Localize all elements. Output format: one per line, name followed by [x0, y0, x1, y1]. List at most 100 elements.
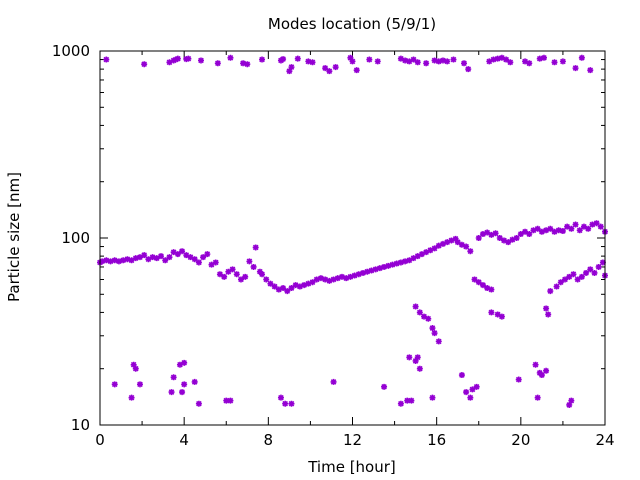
data-point	[431, 330, 438, 337]
data-point	[141, 61, 148, 68]
data-point	[564, 223, 571, 230]
data-point	[267, 280, 274, 287]
data-point	[292, 282, 299, 289]
y-tick-label: 1000	[52, 42, 90, 60]
data-point	[435, 58, 442, 65]
data-point	[458, 372, 465, 379]
data-points	[97, 54, 608, 408]
data-point	[435, 338, 442, 345]
x-tick-label: 20	[511, 431, 530, 449]
data-point	[360, 269, 367, 276]
data-point	[475, 279, 482, 286]
data-point	[227, 54, 234, 61]
data-point	[427, 247, 434, 254]
data-point	[406, 354, 413, 361]
data-point	[543, 305, 550, 312]
data-point	[566, 273, 573, 280]
data-point	[240, 60, 247, 67]
data-point	[469, 386, 476, 393]
data-point	[572, 221, 579, 228]
data-point	[179, 389, 186, 396]
data-point	[578, 54, 585, 61]
data-point	[305, 58, 312, 65]
data-point	[507, 59, 514, 66]
data-point	[454, 239, 461, 246]
data-point	[111, 257, 118, 264]
data-point	[555, 227, 562, 234]
data-point	[589, 221, 596, 228]
data-point	[338, 273, 345, 280]
data-point	[282, 400, 289, 407]
data-point	[397, 400, 404, 407]
data-point	[176, 361, 183, 368]
data-point	[599, 259, 606, 266]
data-point	[223, 397, 230, 404]
data-point	[170, 374, 177, 381]
data-point	[181, 359, 188, 366]
data-point	[406, 257, 413, 264]
data-point	[191, 256, 198, 263]
data-point	[452, 235, 459, 242]
data-point	[132, 255, 139, 262]
data-point	[416, 309, 423, 316]
data-point	[385, 262, 392, 269]
data-point	[132, 365, 139, 372]
data-point	[389, 261, 396, 268]
data-point	[381, 383, 388, 390]
data-point	[286, 68, 293, 75]
data-point	[553, 283, 560, 290]
data-point	[492, 230, 499, 237]
data-point	[498, 313, 505, 320]
data-point	[431, 245, 438, 252]
data-point	[467, 394, 474, 401]
data-point	[221, 273, 228, 280]
data-point	[103, 56, 110, 63]
data-point	[366, 56, 373, 63]
data-point	[376, 265, 383, 272]
x-tick-label: 12	[343, 431, 362, 449]
data-point	[246, 258, 253, 265]
data-point	[263, 276, 270, 283]
data-point	[166, 59, 173, 66]
data-point	[313, 276, 320, 283]
data-point	[431, 57, 438, 64]
data-point	[557, 279, 564, 286]
data-point	[250, 263, 257, 270]
data-point	[444, 239, 451, 246]
data-point	[587, 266, 594, 273]
data-point	[204, 251, 211, 258]
data-point	[536, 55, 543, 62]
data-point	[473, 383, 480, 390]
data-point	[128, 257, 135, 264]
data-point	[216, 271, 223, 278]
data-point	[343, 275, 350, 282]
data-point	[136, 381, 143, 388]
data-point	[259, 271, 266, 278]
y-tick-label: 100	[61, 229, 90, 247]
data-point	[277, 394, 284, 401]
data-point	[172, 56, 179, 63]
data-point	[547, 288, 554, 295]
data-point	[595, 263, 602, 270]
data-point	[208, 261, 215, 268]
data-point	[522, 58, 529, 65]
data-point	[242, 273, 249, 280]
data-point	[402, 57, 409, 64]
x-tick-label: 24	[595, 431, 614, 449]
data-point	[408, 397, 415, 404]
data-point	[439, 240, 446, 247]
data-point	[490, 56, 497, 63]
data-point	[543, 227, 550, 234]
data-point	[425, 315, 432, 322]
data-point	[538, 228, 545, 235]
data-point	[526, 60, 533, 67]
data-point	[479, 231, 486, 238]
data-point	[349, 58, 356, 65]
data-point	[486, 58, 493, 65]
data-point	[111, 381, 118, 388]
data-point	[458, 241, 465, 248]
data-point	[233, 271, 240, 278]
plot-frame	[99, 50, 606, 426]
data-point	[124, 256, 131, 263]
data-point	[484, 229, 491, 236]
